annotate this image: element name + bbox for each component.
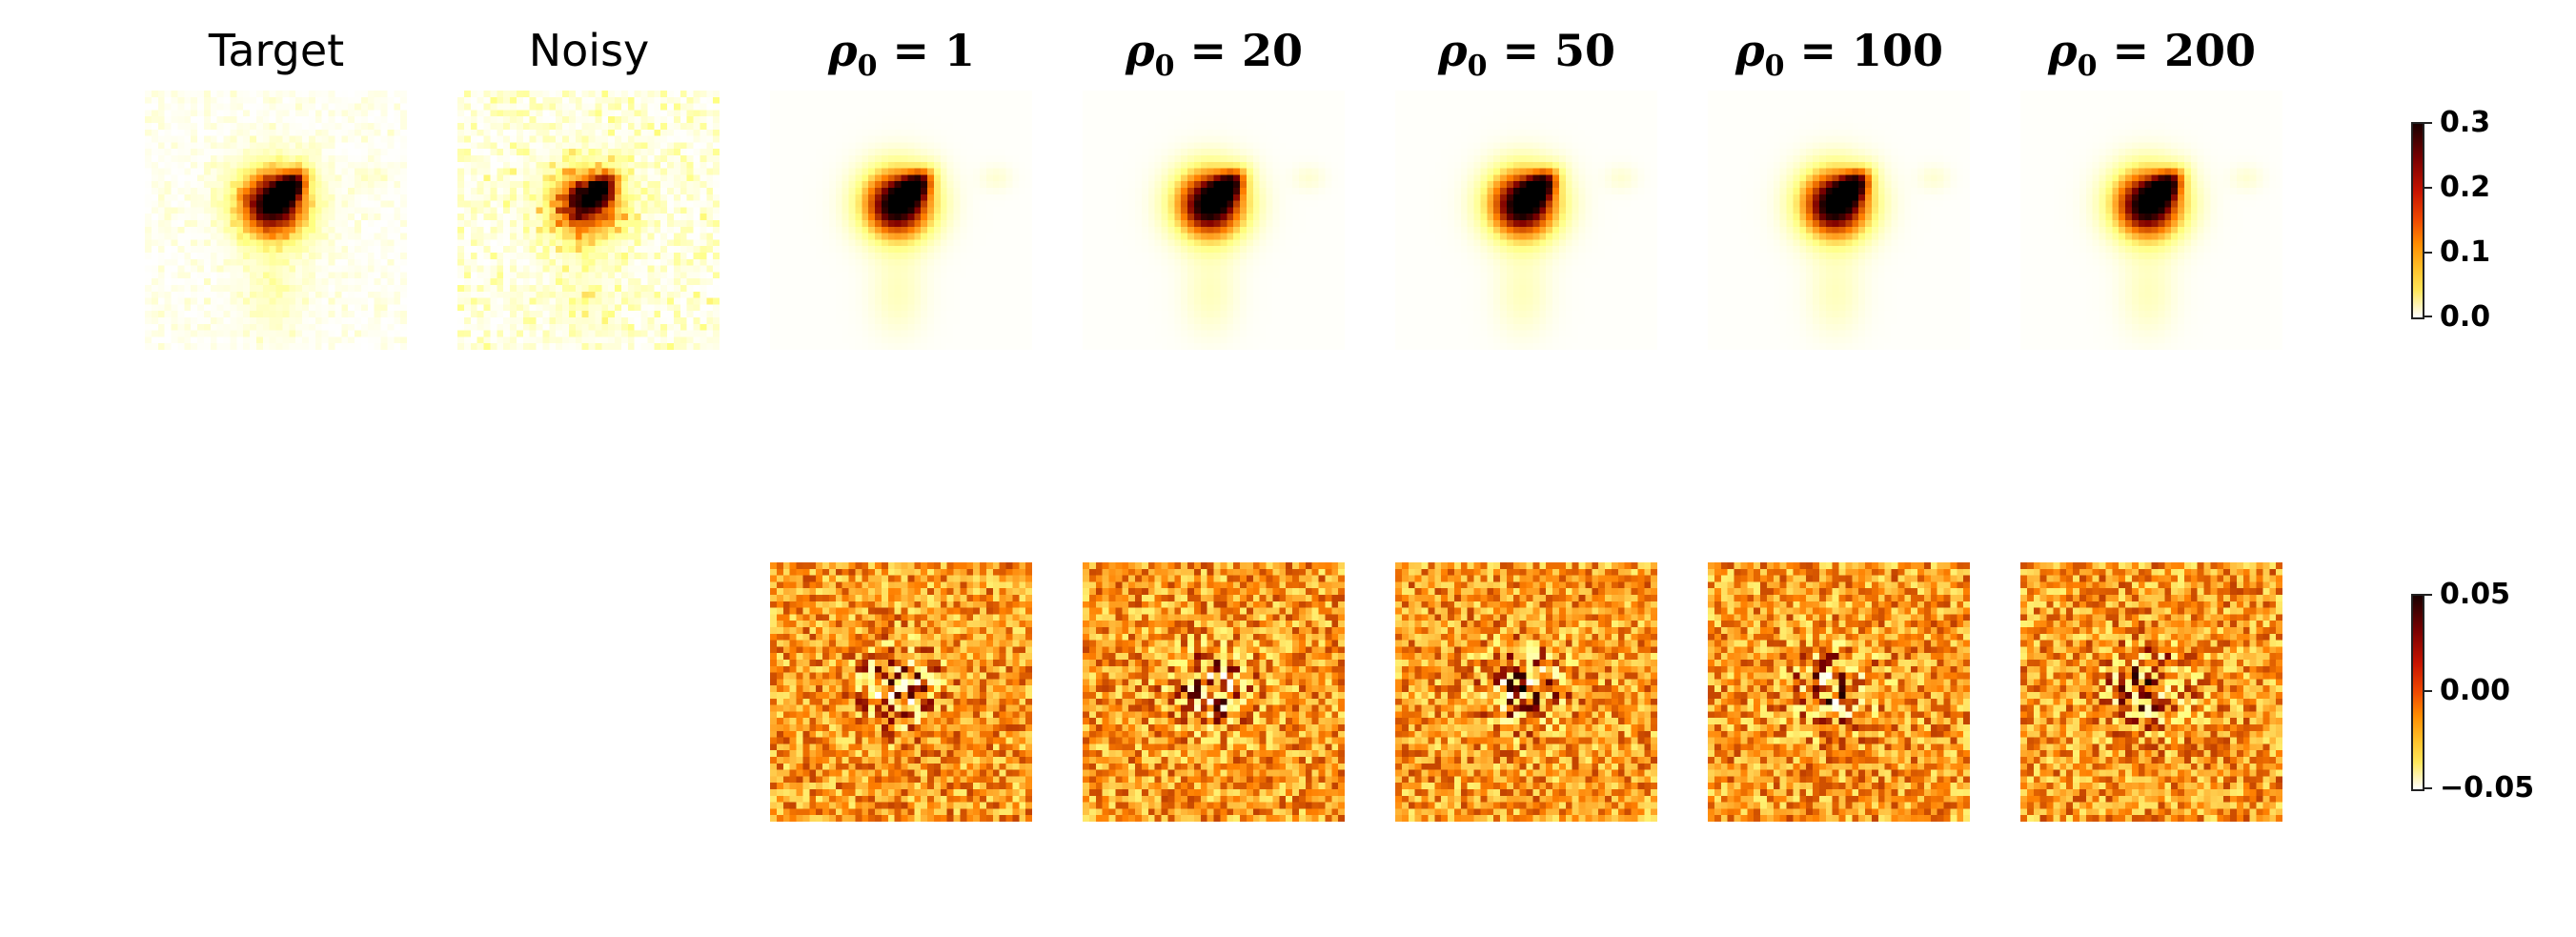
colorbar-top-tick-mark: [2424, 122, 2432, 124]
heatmap-rho-200-residual: [2020, 562, 2282, 822]
heatmap-rho-100-recon: [1708, 91, 1970, 350]
heatmap-rho-100-residual: [1708, 562, 1970, 822]
panel-rho-50-residual: [1395, 562, 1657, 822]
heatmap-noisy: [457, 91, 720, 350]
colorbar-top-tick: 0.2: [2440, 171, 2491, 204]
colorbar-top: [2411, 122, 2424, 319]
panel-rho-1-residual: [770, 562, 1032, 822]
heatmap-rho-50-recon: [1395, 91, 1657, 350]
panel-noisy: [457, 91, 720, 350]
colorbar-top-tick-mark: [2424, 316, 2432, 317]
panel-rho-200-residual: [2020, 562, 2282, 822]
title-rho-20: ρ0 = 20: [1125, 25, 1304, 84]
panel-rho-50-recon: [1395, 91, 1657, 350]
title-target: Target: [208, 25, 345, 76]
colorbar-bottom-tick: 0.05: [2440, 578, 2511, 611]
heatmap-rho-50-residual: [1395, 562, 1657, 822]
colorbar-bottom-tick-mark: [2424, 690, 2432, 692]
panel-rho-20-recon: [1083, 91, 1345, 350]
colorbar-bottom: [2411, 594, 2424, 791]
title-rho-50: ρ0 = 50: [1437, 25, 1616, 84]
heatmap-rho-20-residual: [1083, 562, 1345, 822]
title-rho-100: ρ0 = 100: [1734, 25, 1944, 84]
colorbar-top-tick: 0.1: [2440, 235, 2491, 269]
heatmap-rho-1-recon: [770, 91, 1032, 350]
panel-rho-100-residual: [1708, 562, 1970, 822]
panel-rho-20-residual: [1083, 562, 1345, 822]
panel-rho-100-recon: [1708, 91, 1970, 350]
heatmap-rho-1-residual: [770, 562, 1032, 822]
panel-rho-200-recon: [2020, 91, 2282, 350]
title-rho-1: ρ0 = 1: [827, 25, 976, 84]
colorbar-top-tick-mark: [2424, 187, 2432, 189]
heatmap-rho-20-recon: [1083, 91, 1345, 350]
colorbar-bottom-tick-mark: [2424, 787, 2432, 789]
panel-target: [145, 91, 407, 350]
heatmap-rho-200-recon: [2020, 91, 2282, 350]
title-rho-200: ρ0 = 200: [2047, 25, 2257, 84]
colorbar-bottom-tick: −0.05: [2440, 771, 2535, 805]
colorbar-bottom-tick: 0.00: [2440, 674, 2511, 707]
colorbar-top-tick-mark: [2424, 252, 2432, 254]
colorbar-top-tick: 0.0: [2440, 300, 2491, 334]
title-noisy: Noisy: [528, 25, 650, 76]
heatmap-target: [145, 91, 407, 350]
panel-rho-1-recon: [770, 91, 1032, 350]
colorbar-bottom-tick-mark: [2424, 594, 2432, 596]
colorbar-top-tick: 0.3: [2440, 106, 2491, 139]
